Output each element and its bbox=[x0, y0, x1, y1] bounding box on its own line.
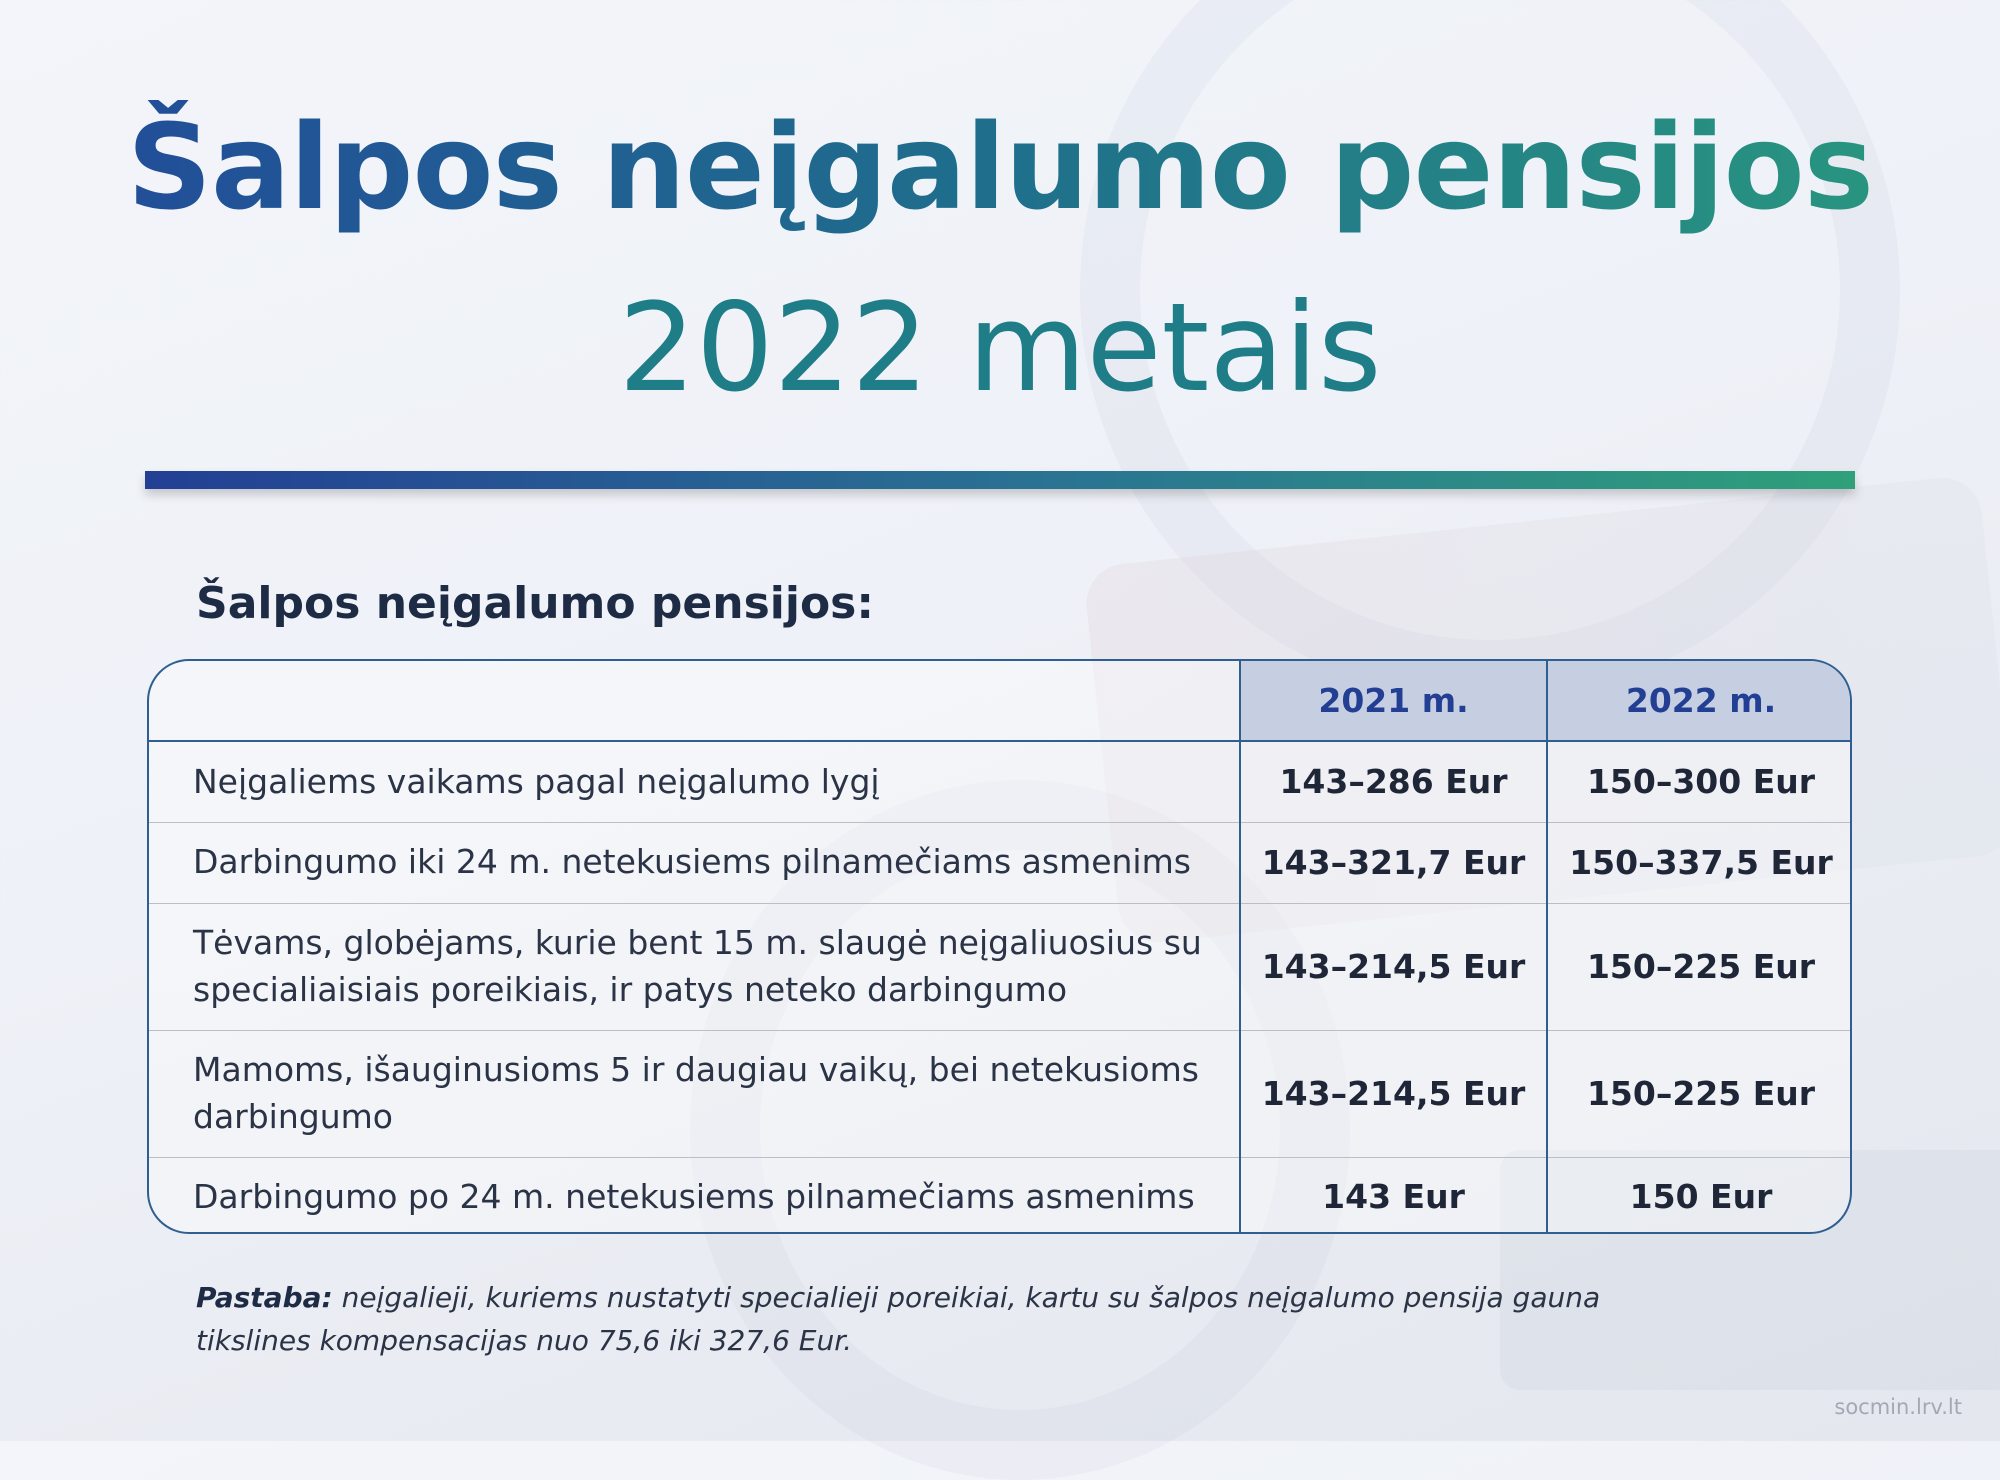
value-2021: 143–214,5 Eur bbox=[1239, 902, 1548, 1031]
page-title: Šalpos neįgalumo pensijos bbox=[0, 99, 2000, 236]
table-row: Darbingumo po 24 m. netekusiems pilnameč… bbox=[149, 1156, 1850, 1232]
table-row: Neįgaliems vaikams pagal neįgalumo lygį … bbox=[149, 740, 1850, 823]
source-watermark: socmin.lrv.lt bbox=[1834, 1395, 1962, 1419]
value-2021: 143–286 Eur bbox=[1239, 740, 1548, 823]
pensions-table: 2021 m. 2022 m. Neįgaliems vaikams pagal… bbox=[147, 659, 1852, 1234]
row-label: Tėvams, globėjams, kurie bent 15 m. slau… bbox=[149, 902, 1241, 1031]
value-2022: 150 Eur bbox=[1546, 1156, 1850, 1232]
value-2022: 150–225 Eur bbox=[1546, 1029, 1850, 1158]
footnote-text: neįgalieji, kuriems nustatyti specialiej… bbox=[196, 1281, 1601, 1358]
table-row: Darbingumo iki 24 m. netekusiems pilname… bbox=[149, 821, 1850, 904]
value-2021: 143–214,5 Eur bbox=[1239, 1029, 1548, 1158]
value-2022: 150–225 Eur bbox=[1546, 902, 1850, 1031]
table-row: Tėvams, globėjams, kurie bent 15 m. slau… bbox=[149, 902, 1850, 1031]
value-2022: 150–337,5 Eur bbox=[1546, 821, 1850, 904]
row-label: Mamoms, išauginusioms 5 ir daugiau vaikų… bbox=[149, 1029, 1241, 1158]
row-label: Darbingumo po 24 m. netekusiems pilnameč… bbox=[149, 1156, 1241, 1232]
header-cell-empty bbox=[149, 661, 1241, 742]
header-cell-2021: 2021 m. bbox=[1239, 661, 1548, 742]
page-subtitle: 2022 metais bbox=[618, 277, 1382, 419]
table-header-row: 2021 m. 2022 m. bbox=[149, 661, 1850, 742]
footnote: Pastaba: neįgalieji, kuriems nustatyti s… bbox=[196, 1276, 1656, 1363]
value-2022: 150–300 Eur bbox=[1546, 740, 1850, 823]
value-2021: 143 Eur bbox=[1239, 1156, 1548, 1232]
row-label: Neįgaliems vaikams pagal neįgalumo lygį bbox=[149, 740, 1241, 823]
header-cell-2022: 2022 m. bbox=[1546, 661, 1850, 742]
table-row: Mamoms, išauginusioms 5 ir daugiau vaikų… bbox=[149, 1029, 1850, 1158]
value-2021: 143–321,7 Eur bbox=[1239, 821, 1548, 904]
title-divider bbox=[145, 471, 1855, 489]
footnote-label: Pastaba: bbox=[196, 1281, 333, 1314]
section-title: Šalpos neįgalumo pensijos: bbox=[196, 578, 874, 629]
row-label: Darbingumo iki 24 m. netekusiems pilname… bbox=[149, 821, 1241, 904]
